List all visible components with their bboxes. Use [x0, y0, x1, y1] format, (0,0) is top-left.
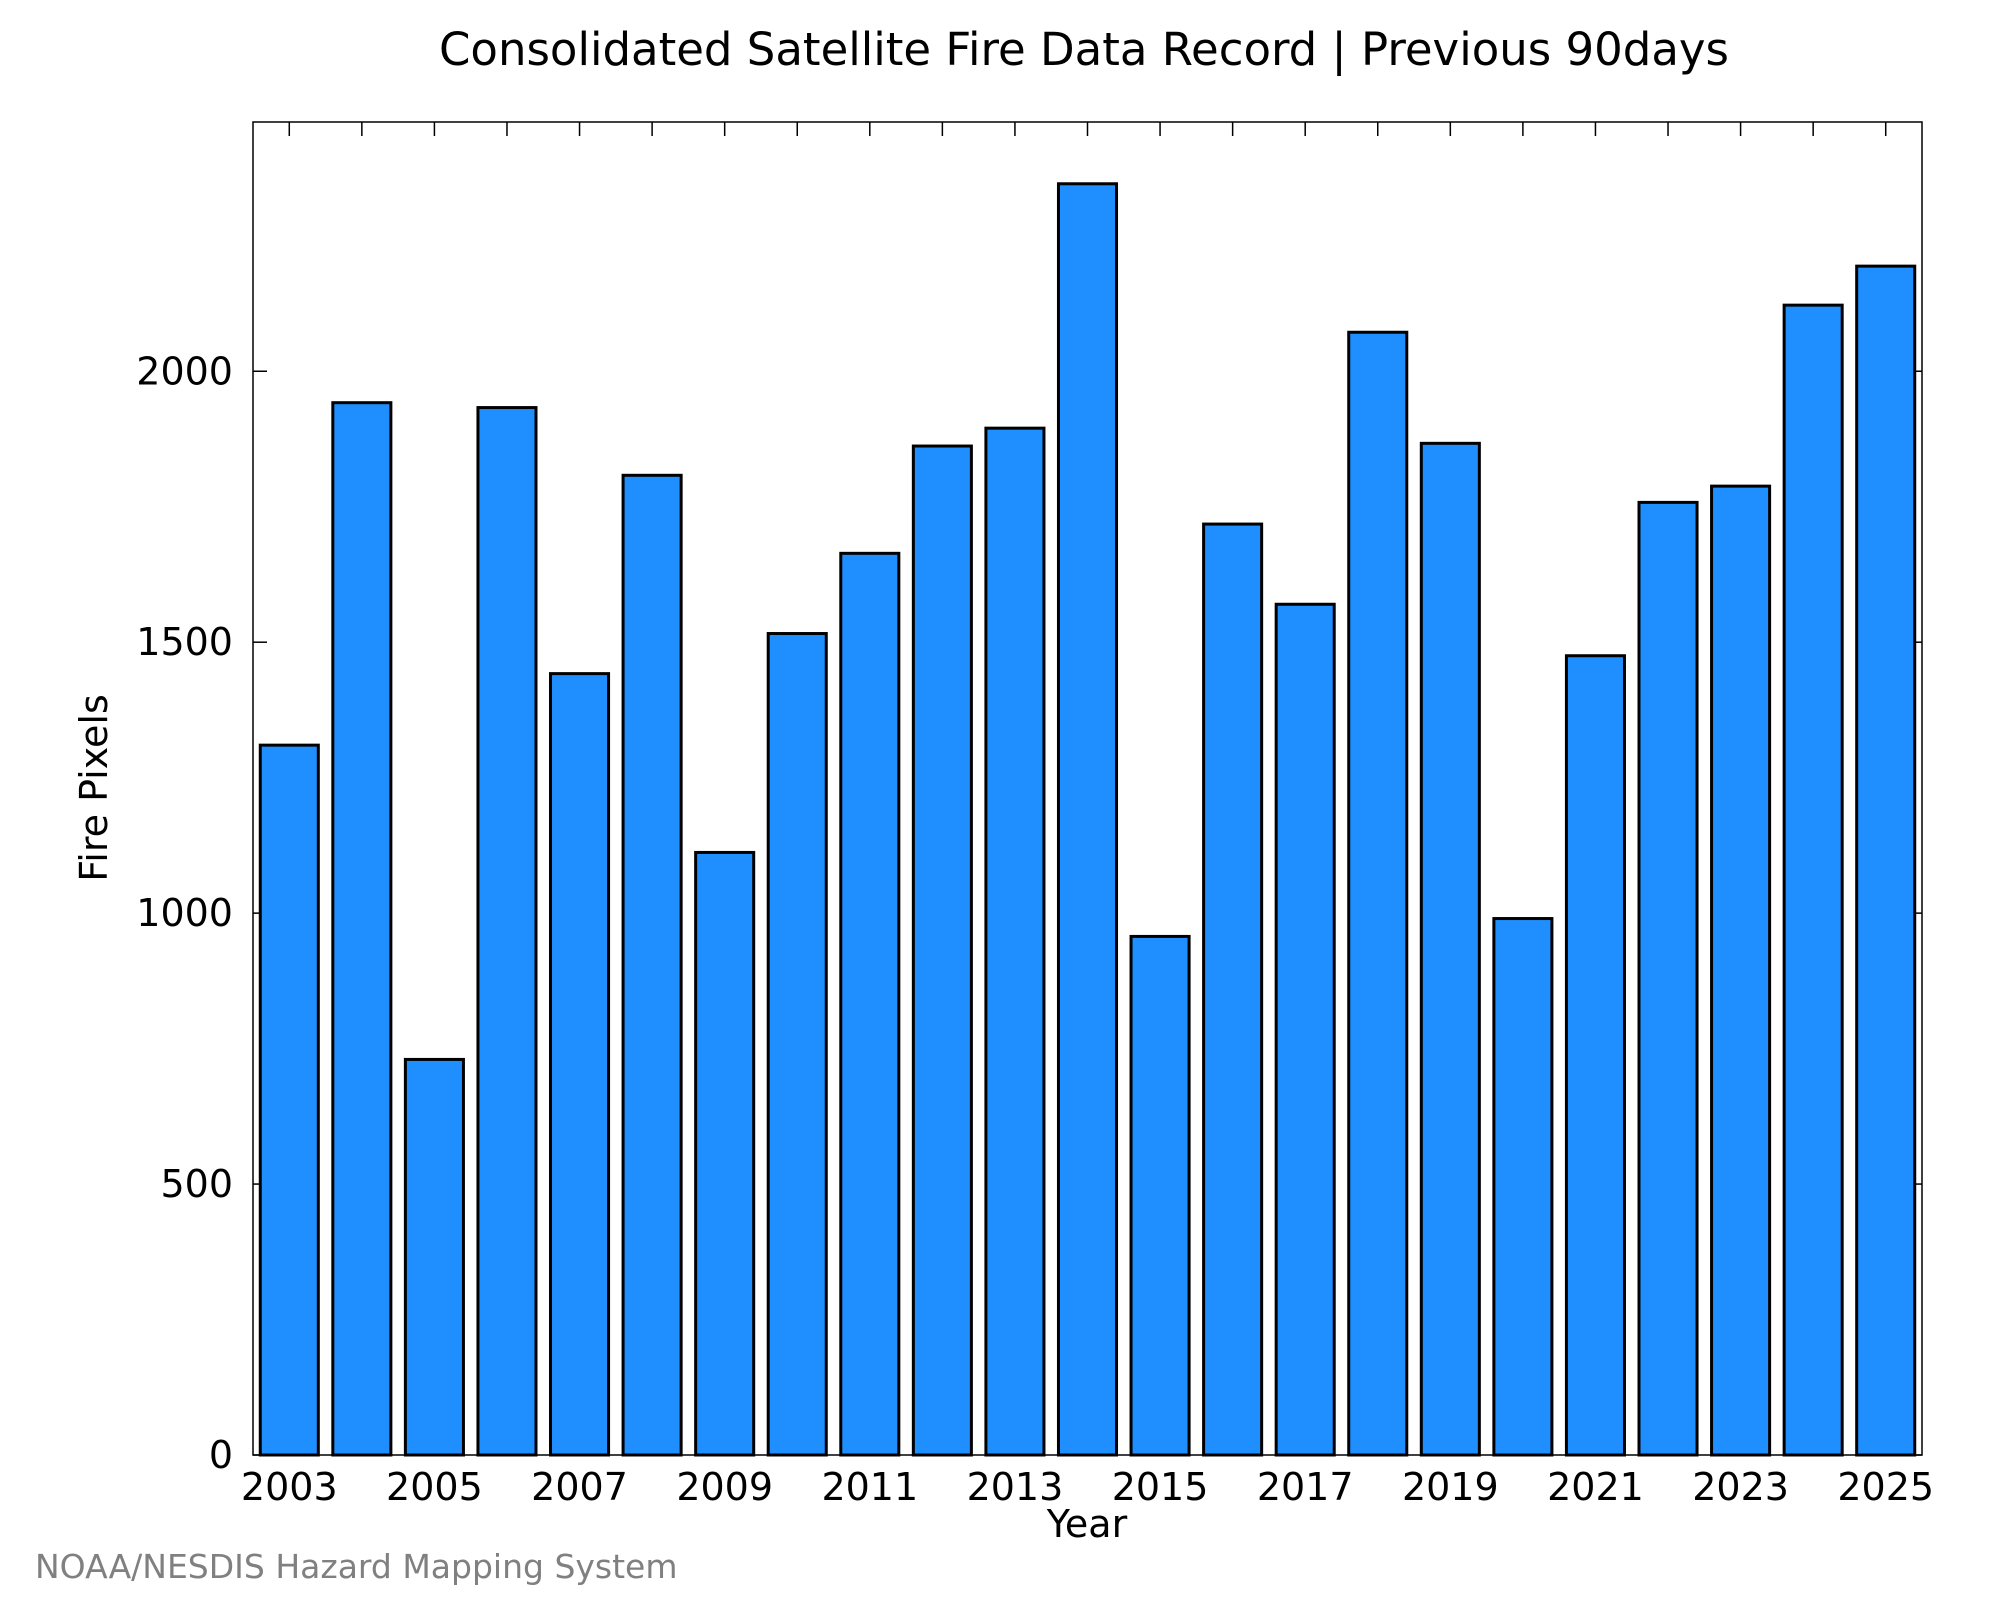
bar-2019	[1419, 441, 1481, 1457]
bar-2023	[1710, 484, 1772, 1457]
bar-2007	[549, 672, 611, 1457]
bar-2015	[1129, 934, 1191, 1457]
x-tick-label: 2011	[821, 1465, 918, 1509]
credit-text: NOAA/NESDIS Hazard Mapping System	[35, 1547, 678, 1586]
x-tick-label: 2025	[1837, 1465, 1934, 1509]
x-tick-label: 2009	[676, 1465, 773, 1509]
x-tick-label: 2007	[531, 1465, 628, 1509]
chart-title: Consolidated Satellite Fire Data Record …	[439, 23, 1729, 76]
x-tick-label: 2021	[1547, 1465, 1644, 1509]
y-tick-label: 1500	[136, 620, 233, 664]
y-tick-label: 0	[209, 1433, 233, 1477]
x-tick-label: 2013	[967, 1465, 1064, 1509]
x-axis-title: Year	[1046, 1502, 1128, 1546]
x-tick-label: 2017	[1257, 1465, 1354, 1509]
bar-series	[258, 182, 1917, 1457]
bar-2025	[1855, 264, 1917, 1457]
bar-2003	[258, 743, 320, 1457]
bar-2022	[1637, 500, 1699, 1457]
y-tick-label: 2000	[136, 349, 233, 393]
bar-2008	[621, 473, 683, 1457]
x-tick-label: 2019	[1402, 1465, 1499, 1509]
bar-2006	[476, 406, 538, 1457]
bar-2020	[1492, 917, 1554, 1457]
bar-2017	[1274, 602, 1336, 1457]
bar-2016	[1202, 522, 1264, 1457]
x-tick-label: 2023	[1692, 1465, 1789, 1509]
y-tick-label: 500	[160, 1162, 233, 1206]
bar-2012	[911, 444, 973, 1457]
bar-2004	[331, 401, 393, 1457]
bar-2013	[984, 426, 1046, 1457]
x-tick-label: 2005	[386, 1465, 483, 1509]
bar-2018	[1347, 330, 1409, 1457]
x-tick-label: 2003	[241, 1465, 338, 1509]
bar-2024	[1782, 303, 1844, 1457]
bar-2021	[1564, 654, 1626, 1457]
y-tick-label: 1000	[136, 891, 233, 935]
x-tick-label: 2015	[1112, 1465, 1209, 1509]
bar-2011	[839, 551, 901, 1457]
bar-2010	[766, 632, 828, 1457]
x-axis: 2003 2005 2007 2009 2011 2013 2015 2017 2019 2021…	[241, 122, 1934, 1509]
bar-2009	[694, 850, 756, 1457]
bar-2014	[1056, 182, 1119, 1457]
y-axis-title: Fire Pixels	[72, 694, 116, 882]
bar-2005	[403, 1057, 465, 1457]
